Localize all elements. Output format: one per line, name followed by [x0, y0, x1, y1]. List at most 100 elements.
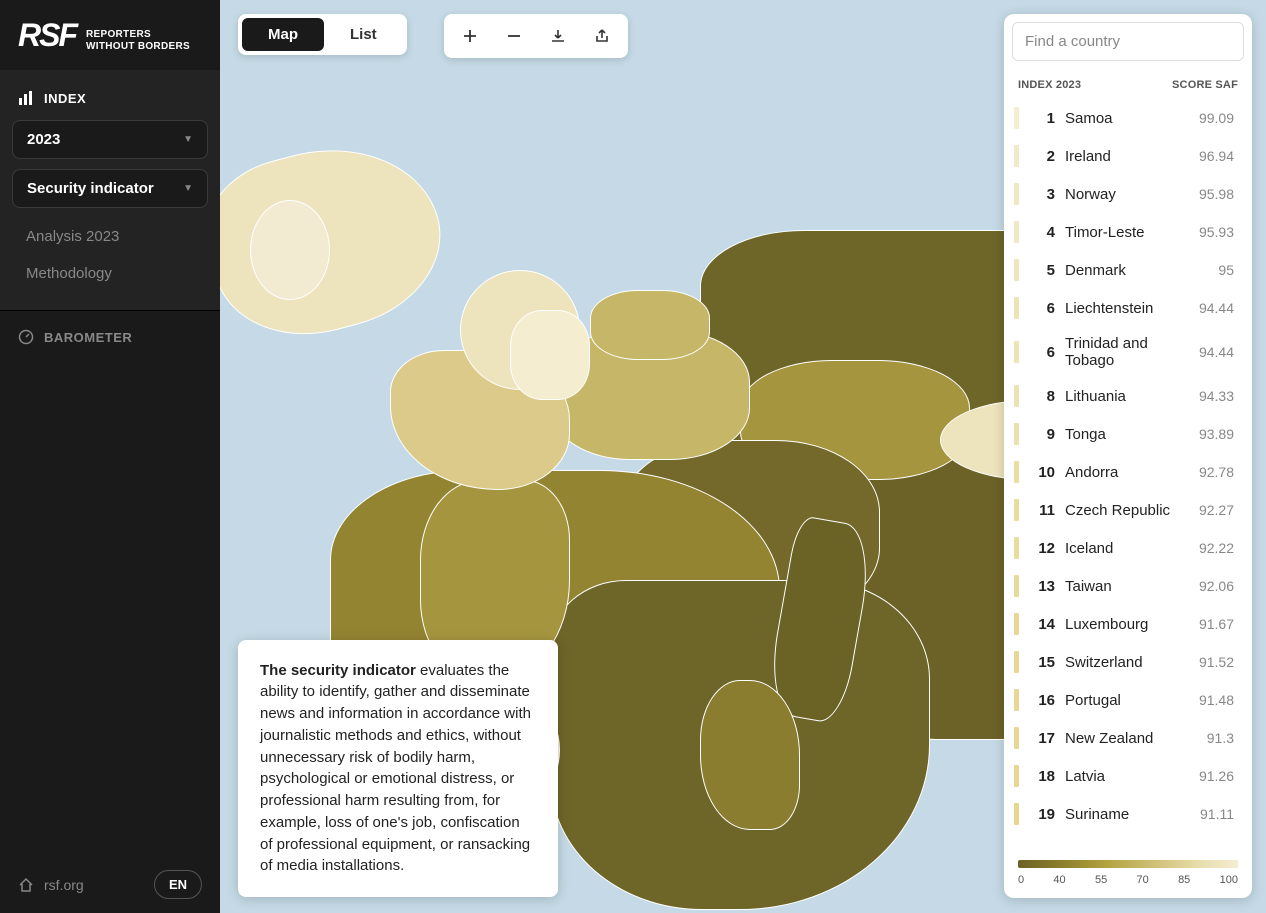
rank: 3	[1029, 186, 1055, 203]
table-row[interactable]: 15Switzerland91.52	[1004, 643, 1248, 681]
country-rows[interactable]: 1 Samoa 99.09 2Ireland96.94 3 Norway 95.98 4Tim…	[1004, 99, 1252, 850]
legend-tick: 100	[1220, 874, 1238, 886]
search-input[interactable]: Find a country	[1012, 22, 1244, 61]
view-toggle: Map List	[238, 14, 407, 55]
chevron-down-icon: ▼	[183, 134, 193, 145]
table-row[interactable]: 8Lithuania94.33	[1004, 377, 1248, 415]
legend-gradient	[1018, 860, 1238, 868]
score: 91.48	[1199, 692, 1234, 708]
legend-tick: 55	[1095, 874, 1107, 886]
brand-logo[interactable]: RSF REPORTERS WITHOUT BORDERS	[0, 0, 220, 70]
map-area[interactable]: Map List The security indicator evaluate…	[220, 0, 1266, 913]
country-name: Iceland	[1065, 540, 1189, 557]
score-swatch	[1014, 145, 1019, 167]
table-row[interactable]: 19Suriname91.11	[1004, 795, 1248, 833]
legend-ticks: 040557085100	[1018, 874, 1238, 886]
nav-methodology[interactable]: Methodology	[12, 255, 208, 292]
share-button[interactable]	[580, 18, 624, 54]
zoom-in-button[interactable]	[448, 18, 492, 54]
rank: 19	[1029, 806, 1055, 823]
nav-barometer[interactable]: BAROMETER	[0, 310, 220, 363]
map-region[interactable]	[510, 310, 590, 400]
bar-chart-icon	[18, 90, 34, 106]
chevron-down-icon: ▼	[183, 183, 193, 194]
score-swatch	[1014, 765, 1019, 787]
table-row[interactable]: 16Portugal91.48	[1004, 681, 1248, 719]
home-link[interactable]: rsf.org	[18, 877, 84, 893]
nav-analysis[interactable]: Analysis 2023	[12, 218, 208, 255]
table-row[interactable]: 4Timor-Leste95.93	[1004, 213, 1248, 251]
score: 93.89	[1199, 426, 1234, 442]
table-row[interactable]: 18Latvia91.26	[1004, 757, 1248, 795]
nav-barometer-label: BAROMETER	[44, 330, 132, 345]
score: 95.98	[1199, 186, 1234, 202]
rank: 17	[1029, 730, 1055, 747]
download-button[interactable]	[536, 18, 580, 54]
rank: 2	[1029, 148, 1055, 165]
rank: 6	[1029, 300, 1055, 317]
table-row[interactable]: 6Liechtenstein94.44	[1004, 289, 1248, 327]
download-icon	[550, 28, 566, 44]
score: 92.06	[1199, 578, 1234, 594]
table-row[interactable]: 6Trinidad and Tobago94.44	[1004, 327, 1248, 377]
score-swatch	[1014, 575, 1019, 597]
nav-index-label: INDEX	[44, 91, 86, 106]
brand-line2: WITHOUT BORDERS	[86, 41, 190, 53]
tab-list[interactable]: List	[324, 18, 403, 51]
table-row[interactable]: 10Andorra92.78	[1004, 453, 1248, 491]
score: 91.26	[1199, 768, 1234, 784]
nav-index-title[interactable]: INDEX	[12, 82, 208, 120]
table-header: INDEX 2023 SCORE SAF	[1004, 69, 1252, 99]
score: 92.27	[1199, 502, 1234, 518]
country-name: Lithuania	[1065, 388, 1189, 405]
lang-select[interactable]: EN	[154, 870, 202, 899]
table-row[interactable]: 17New Zealand91.3	[1004, 719, 1248, 757]
col-score: SCORE SAF	[1172, 79, 1238, 91]
table-row[interactable]: 11Czech Republic92.27	[1004, 491, 1248, 529]
country-name: Switzerland	[1065, 654, 1189, 671]
country-name: Norway	[1065, 186, 1189, 203]
score-swatch	[1014, 461, 1019, 483]
tab-map[interactable]: Map	[242, 18, 324, 51]
country-name: Luxembourg	[1065, 616, 1189, 633]
zoom-out-button[interactable]	[492, 18, 536, 54]
table-row[interactable]: 12Iceland92.22	[1004, 529, 1248, 567]
score: 91.3	[1207, 730, 1234, 746]
info-card: The security indicator evaluates the abi…	[238, 640, 558, 898]
legend-tick: 70	[1137, 874, 1149, 886]
minus-icon	[506, 28, 522, 44]
sidebar: RSF REPORTERS WITHOUT BORDERS INDEX 2023…	[0, 0, 220, 913]
table-row[interactable]: 14Luxembourg91.67	[1004, 605, 1248, 643]
country-name: Tonga	[1065, 426, 1189, 443]
map-region[interactable]	[700, 680, 800, 830]
indicator-select[interactable]: Security indicator ▼	[12, 169, 208, 208]
score-swatch	[1014, 803, 1019, 825]
map-region[interactable]	[590, 290, 710, 360]
table-row[interactable]: 9Tonga93.89	[1004, 415, 1248, 453]
table-row[interactable]: 1 Samoa 99.09	[1004, 99, 1248, 137]
rank: 10	[1029, 464, 1055, 481]
gauge-icon	[18, 329, 34, 345]
brand-text: REPORTERS WITHOUT BORDERS	[86, 22, 190, 52]
table-row[interactable]: 2Ireland96.94	[1004, 137, 1248, 175]
rank: 15	[1029, 654, 1055, 671]
score-swatch	[1014, 727, 1019, 749]
score-swatch	[1014, 221, 1019, 243]
country-name: Taiwan	[1065, 578, 1189, 595]
info-title: The security indicator	[260, 662, 416, 679]
score-swatch	[1014, 499, 1019, 521]
legend: 040557085100	[1004, 850, 1252, 898]
share-icon	[594, 28, 610, 44]
score: 92.78	[1199, 464, 1234, 480]
table-row[interactable]: 5Denmark95	[1004, 251, 1248, 289]
rank: 1	[1029, 110, 1055, 127]
year-select[interactable]: 2023 ▼	[12, 120, 208, 159]
map-region[interactable]	[250, 200, 330, 300]
country-name: Samoa	[1065, 110, 1189, 127]
rank: 12	[1029, 540, 1055, 557]
table-row[interactable]: 13Taiwan92.06	[1004, 567, 1248, 605]
table-row[interactable]: 3 Norway 95.98	[1004, 175, 1248, 213]
info-body: evaluates the ability to identify, gathe…	[260, 662, 531, 875]
score: 96.94	[1199, 148, 1234, 164]
score: 99.09	[1199, 110, 1234, 126]
